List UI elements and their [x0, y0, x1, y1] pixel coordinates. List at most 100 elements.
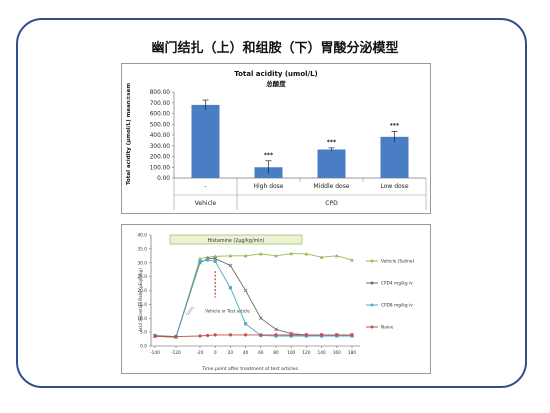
significance-label: ***: [390, 122, 400, 129]
line-x-tick-label: 120: [302, 350, 310, 356]
bar-y-tick-label: 500.00: [150, 122, 171, 128]
legend-marker: [370, 259, 374, 263]
legend-marker: [370, 281, 374, 285]
axis-break-mark: [187, 306, 195, 316]
histamine-banner-text: Histamine (2μg/kg/min): [208, 238, 265, 244]
line-x-tick-label: 100: [287, 350, 295, 356]
line-y-tick-label: 35.0: [137, 246, 147, 252]
line-x-tick-label: -20: [196, 350, 203, 356]
bar-category-label: -: [204, 183, 206, 190]
data-point: [244, 333, 248, 337]
line-y-tick-label: 40.0: [137, 233, 147, 239]
data-point: [274, 253, 278, 258]
data-point: [243, 253, 248, 258]
line-x-tick-label: 0: [214, 350, 217, 356]
bar-chart-title: Total acidity (umol/L): [234, 70, 318, 78]
bar-0: [191, 104, 220, 178]
significance-label: ***: [327, 139, 337, 146]
data-point: [258, 251, 263, 256]
legend-label: Vehicle (Saline): [381, 259, 415, 265]
bar-chart: Total acidity (umol/L) 总酸度 Total acidity…: [126, 70, 427, 210]
bar-group-label: CPD: [325, 200, 338, 207]
bar-chart-y-axis-label: Total acidity (μmol/L) mean±sem: [126, 83, 132, 185]
line-y-tick-label: 20.0: [137, 288, 147, 294]
data-point: [258, 316, 263, 321]
legend-label: Naive: [381, 325, 394, 331]
bar-y-tick-label: 300.00: [150, 144, 171, 150]
slide-title: 幽门结扎（上）和组胺（下）胃酸分泌模型: [151, 41, 399, 56]
series-line-0: [154, 253, 353, 338]
line-x-tick-label: 40: [243, 350, 249, 356]
bar-y-tick-label: 200.00: [150, 155, 171, 161]
series-line-1: [154, 258, 352, 338]
data-point: [259, 333, 263, 337]
data-point: [213, 254, 218, 258]
bar-y-tick-label: 600.00: [150, 112, 171, 118]
data-point: [289, 251, 294, 256]
line-chart-y-axis-label: Acid Secretion Rate (μEq/h/kg): [138, 268, 143, 332]
bar-3: [380, 136, 409, 178]
legend-label: CPD8 mg/kg iv: [381, 303, 413, 309]
data-point: [334, 253, 339, 258]
axis-break-mark: [185, 306, 193, 316]
data-point: [335, 333, 339, 337]
line-x-tick-label: 80: [273, 350, 279, 356]
line-chart: Histamine (2μg/kg/min) Acid Secretion Ra…: [137, 233, 415, 373]
line-y-tick-label: 10.0: [137, 316, 147, 322]
data-point: [174, 334, 178, 339]
legend-label: CPD4 mg/kg iv: [381, 281, 413, 287]
bar-chart-panel: Total acidity (umol/L) 总酸度 Total acidity…: [121, 63, 431, 214]
line-y-tick-label: 15.0: [137, 302, 147, 308]
line-x-tick-label: 180: [348, 350, 356, 356]
bar-category-label: Low dose: [380, 183, 408, 190]
bar-y-tick-label: 400.00: [150, 133, 171, 139]
data-point: [274, 327, 278, 332]
line-x-tick-label: 140: [317, 350, 325, 356]
line-y-tick-label: 5.0: [140, 330, 147, 336]
data-point: [206, 333, 210, 338]
bar-y-tick-label: 100.00: [150, 165, 171, 171]
data-point: [198, 259, 202, 263]
bar-y-tick-label: 700.00: [150, 101, 171, 107]
line-x-tick-label: -140: [150, 350, 160, 356]
line-x-tick-label: 60: [258, 350, 264, 356]
line-x-tick-label: 20: [228, 350, 234, 356]
bar-group-label: Vehicle: [195, 200, 217, 207]
data-point: [304, 333, 308, 337]
legend-marker: [370, 303, 374, 307]
bar-category-label: High dose: [254, 183, 284, 190]
data-point: [350, 257, 354, 262]
series-line-2: [154, 259, 352, 338]
legend-marker: [370, 325, 374, 329]
line-x-tick-label: 160: [333, 350, 341, 356]
line-chart-panel: Histamine (2μg/kg/min) Acid Secretion Ra…: [121, 224, 431, 374]
data-point: [228, 333, 232, 337]
bar-y-tick-label: 800.00: [150, 90, 171, 96]
data-point: [213, 256, 218, 261]
data-point: [206, 258, 210, 262]
data-point: [228, 286, 232, 290]
bar-2: [317, 149, 346, 178]
data-point: [320, 333, 324, 337]
data-point: [213, 259, 217, 263]
data-point: [153, 334, 157, 338]
line-x-tick-label: -120: [171, 350, 181, 356]
data-point: [289, 333, 293, 337]
histamine-banner: [169, 234, 303, 245]
data-point: [244, 322, 248, 326]
data-point: [350, 333, 354, 337]
data-point: [198, 334, 202, 338]
vehicle-or-test-article-annotation: Vehicle or Test article: [205, 309, 250, 314]
line-y-tick-label: 0.0: [140, 344, 147, 350]
data-point: [228, 253, 233, 258]
data-point: [274, 333, 278, 337]
bar-chart-subtitle: 总酸度: [266, 79, 286, 88]
data-point: [304, 251, 309, 256]
slide-frame: [16, 18, 527, 388]
significance-label: ***: [264, 152, 274, 159]
data-point: [198, 256, 202, 261]
data-point: [228, 263, 233, 268]
data-point: [243, 288, 248, 293]
bar-y-tick-label: 0.00: [157, 176, 170, 182]
